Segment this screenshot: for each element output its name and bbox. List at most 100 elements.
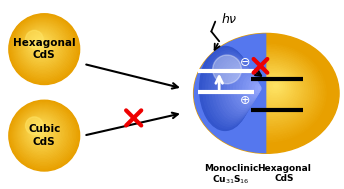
Text: Cubic
CdS: Cubic CdS [28, 124, 61, 147]
Circle shape [18, 23, 67, 72]
Ellipse shape [205, 42, 328, 144]
Ellipse shape [250, 70, 295, 107]
Ellipse shape [245, 67, 299, 111]
Text: CdS: CdS [274, 174, 294, 183]
Circle shape [12, 103, 76, 167]
Circle shape [30, 35, 51, 56]
Ellipse shape [252, 82, 260, 95]
Circle shape [10, 101, 78, 170]
Circle shape [29, 34, 53, 57]
Circle shape [36, 41, 43, 48]
Ellipse shape [233, 60, 308, 121]
Circle shape [23, 28, 61, 66]
Text: Hexagonal: Hexagonal [257, 164, 311, 173]
Circle shape [38, 43, 40, 45]
Ellipse shape [253, 72, 293, 104]
Circle shape [213, 55, 241, 84]
Circle shape [19, 24, 66, 71]
Circle shape [31, 122, 50, 141]
Ellipse shape [216, 49, 320, 135]
Ellipse shape [236, 61, 305, 119]
Ellipse shape [243, 76, 258, 101]
Circle shape [25, 30, 58, 63]
Circle shape [34, 39, 46, 51]
Ellipse shape [237, 72, 257, 105]
Ellipse shape [221, 61, 254, 116]
Ellipse shape [242, 65, 301, 114]
PathPatch shape [194, 33, 266, 153]
Ellipse shape [225, 54, 314, 128]
Ellipse shape [258, 86, 261, 91]
Circle shape [23, 114, 61, 152]
Ellipse shape [222, 53, 316, 130]
Circle shape [29, 120, 53, 144]
Ellipse shape [273, 84, 278, 88]
Circle shape [25, 30, 43, 48]
Circle shape [24, 115, 59, 151]
Circle shape [13, 18, 74, 79]
Circle shape [11, 102, 77, 168]
Circle shape [21, 26, 63, 68]
Circle shape [26, 31, 56, 61]
Circle shape [31, 36, 50, 55]
Circle shape [20, 25, 65, 70]
Ellipse shape [248, 68, 297, 109]
Circle shape [13, 104, 74, 166]
Circle shape [37, 128, 42, 133]
Circle shape [17, 22, 69, 74]
Text: Monoclinic: Monoclinic [204, 164, 258, 173]
Circle shape [35, 126, 44, 136]
Circle shape [19, 110, 66, 157]
Circle shape [37, 42, 42, 46]
Circle shape [24, 29, 59, 64]
Circle shape [25, 117, 43, 135]
Ellipse shape [234, 70, 257, 107]
Circle shape [22, 27, 62, 67]
Ellipse shape [209, 53, 252, 124]
Ellipse shape [203, 49, 251, 128]
Ellipse shape [215, 57, 253, 120]
Circle shape [32, 123, 49, 140]
Ellipse shape [256, 74, 291, 102]
Circle shape [33, 38, 47, 52]
Circle shape [14, 19, 73, 78]
Circle shape [27, 118, 55, 147]
Circle shape [12, 17, 76, 81]
Ellipse shape [262, 77, 287, 97]
Ellipse shape [230, 58, 310, 123]
Circle shape [22, 113, 62, 153]
Ellipse shape [246, 78, 259, 99]
Circle shape [17, 108, 69, 160]
Ellipse shape [239, 63, 303, 116]
Ellipse shape [207, 44, 326, 142]
Circle shape [16, 107, 70, 162]
Circle shape [11, 16, 77, 82]
Circle shape [36, 127, 43, 134]
Ellipse shape [268, 80, 282, 93]
Text: $\oplus$: $\oplus$ [239, 94, 250, 107]
Ellipse shape [240, 74, 258, 103]
Ellipse shape [255, 84, 260, 93]
Circle shape [16, 21, 70, 75]
Circle shape [32, 37, 49, 53]
Ellipse shape [249, 80, 259, 97]
Ellipse shape [219, 51, 318, 132]
Circle shape [9, 100, 79, 171]
Circle shape [27, 32, 55, 60]
Circle shape [28, 33, 54, 59]
Circle shape [30, 121, 51, 143]
Circle shape [35, 40, 44, 49]
Ellipse shape [200, 46, 250, 130]
Circle shape [15, 106, 72, 163]
Circle shape [15, 20, 72, 76]
Text: $h\nu$: $h\nu$ [221, 12, 238, 26]
Text: $\ominus$: $\ominus$ [239, 56, 250, 69]
Ellipse shape [210, 46, 324, 140]
Circle shape [9, 14, 79, 84]
Circle shape [18, 109, 67, 159]
Circle shape [26, 117, 56, 148]
Ellipse shape [213, 48, 322, 137]
Ellipse shape [259, 75, 289, 100]
Circle shape [34, 125, 46, 137]
Circle shape [28, 119, 54, 145]
